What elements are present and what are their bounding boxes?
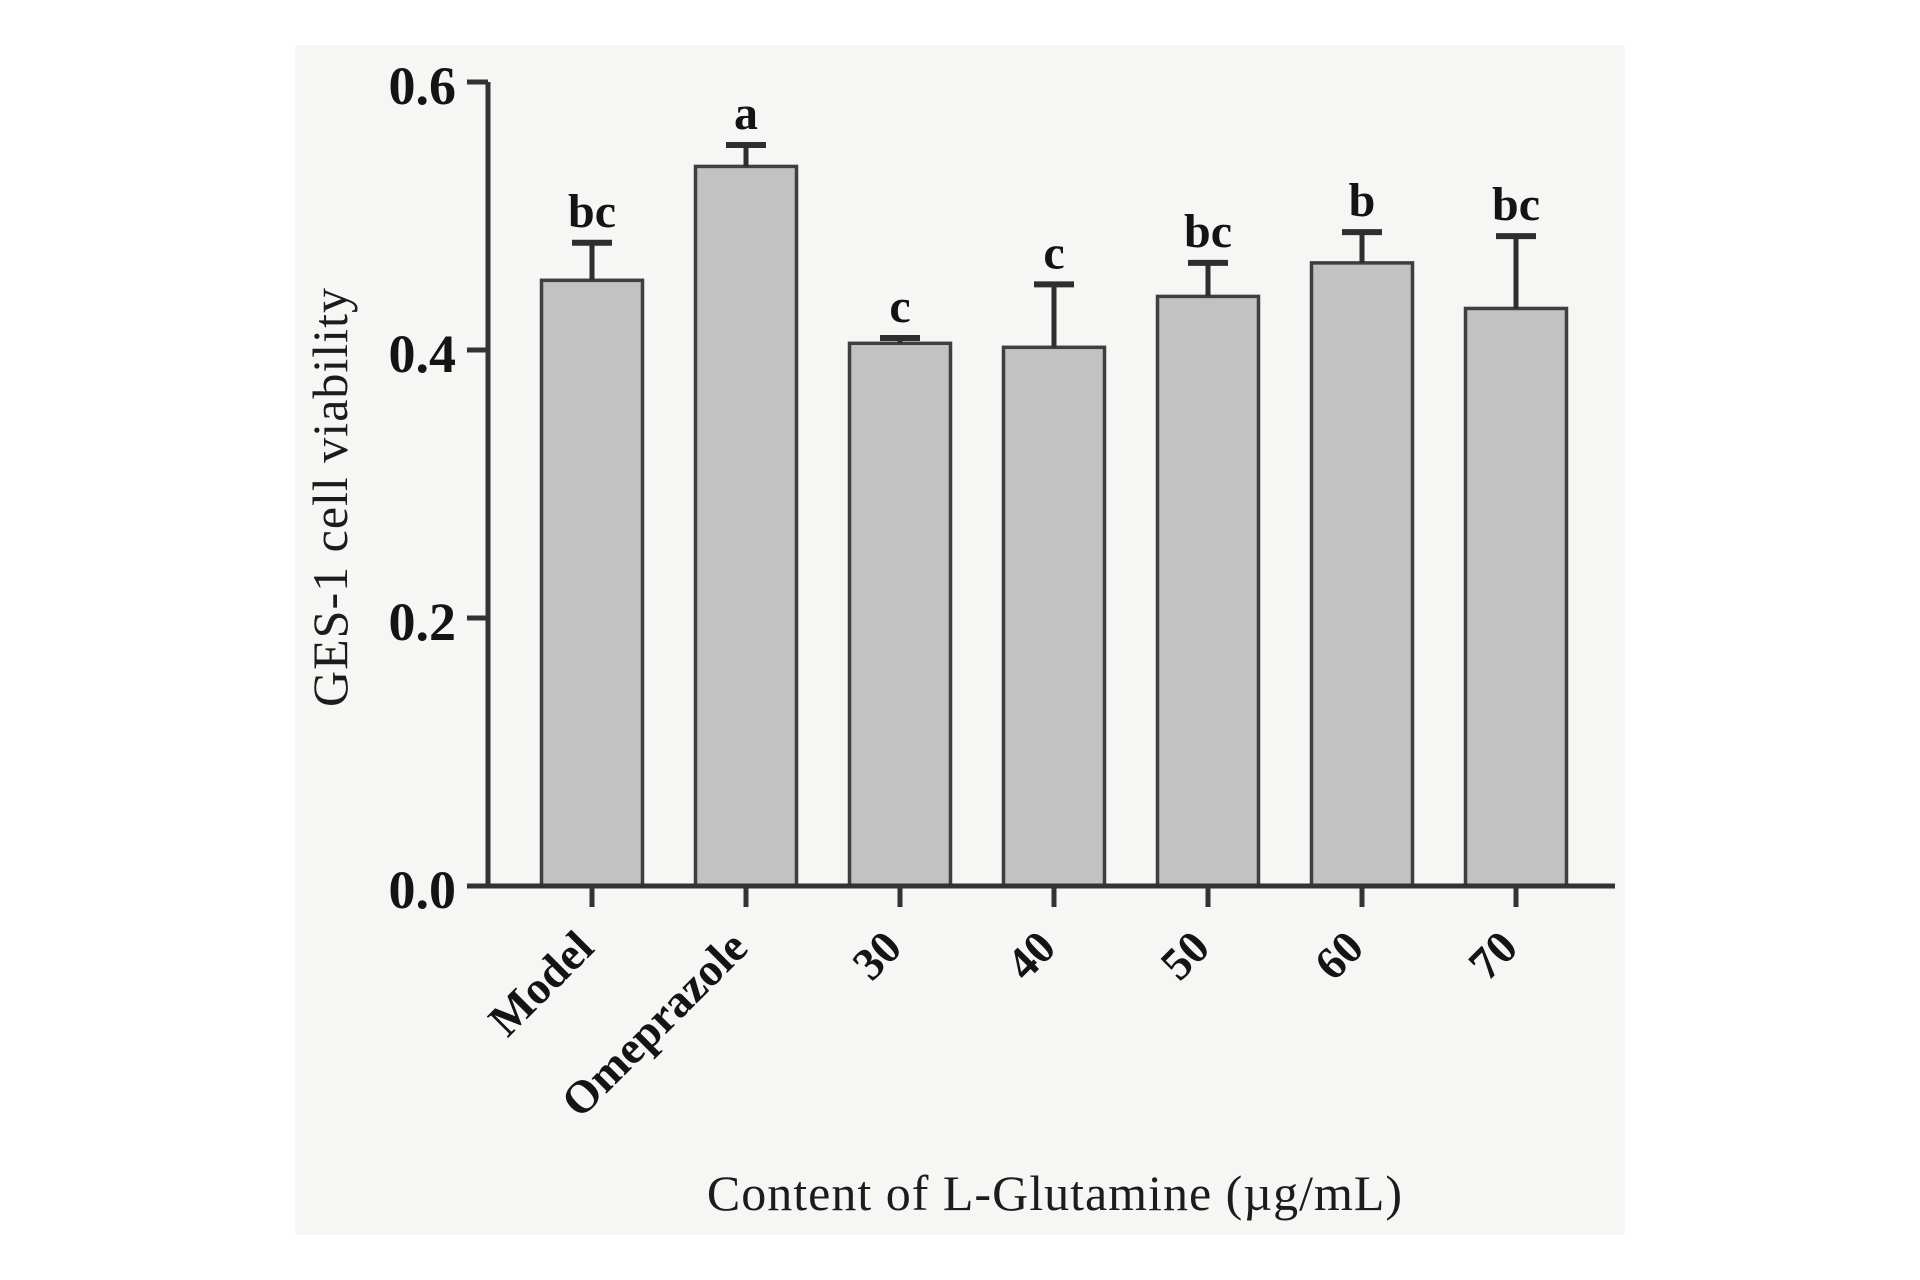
bar-60 [1309, 261, 1415, 888]
x-tick-label-60: 60 [1304, 921, 1373, 990]
x-tick-label-50: 50 [1150, 921, 1219, 990]
sig-letter-Omeprazole: a [734, 87, 758, 140]
x-tick-label-70: 70 [1458, 921, 1527, 990]
sig-letter-40: c [1043, 226, 1064, 279]
x-tick-label-40: 40 [996, 921, 1065, 990]
x-axis-title: Content of L-Glutamine (µg/mL) [706, 1165, 1404, 1221]
sig-letter-60: b [1349, 174, 1376, 227]
x-tick-label-30: 30 [842, 921, 911, 990]
sig-letter-Model: bc [568, 185, 616, 238]
y-axis-title: GES-1 cell viability [302, 287, 358, 707]
bar-70 [1463, 306, 1569, 888]
sig-letter-50: bc [1184, 205, 1232, 258]
bar-Model [539, 278, 645, 888]
sig-letter-30: c [889, 280, 910, 333]
x-tick-label-Model: Model [478, 921, 603, 1046]
bar-30 [847, 341, 953, 888]
sig-letter-70: bc [1492, 178, 1540, 231]
bar-Omeprazole [693, 164, 799, 888]
y-tick-label: 0.4 [389, 324, 457, 384]
y-tick-label: 0.0 [389, 860, 457, 920]
y-tick-label: 0.6 [389, 56, 457, 116]
bar-50 [1155, 294, 1261, 888]
y-tick-label: 0.2 [389, 592, 457, 652]
bar-40 [1001, 345, 1107, 888]
